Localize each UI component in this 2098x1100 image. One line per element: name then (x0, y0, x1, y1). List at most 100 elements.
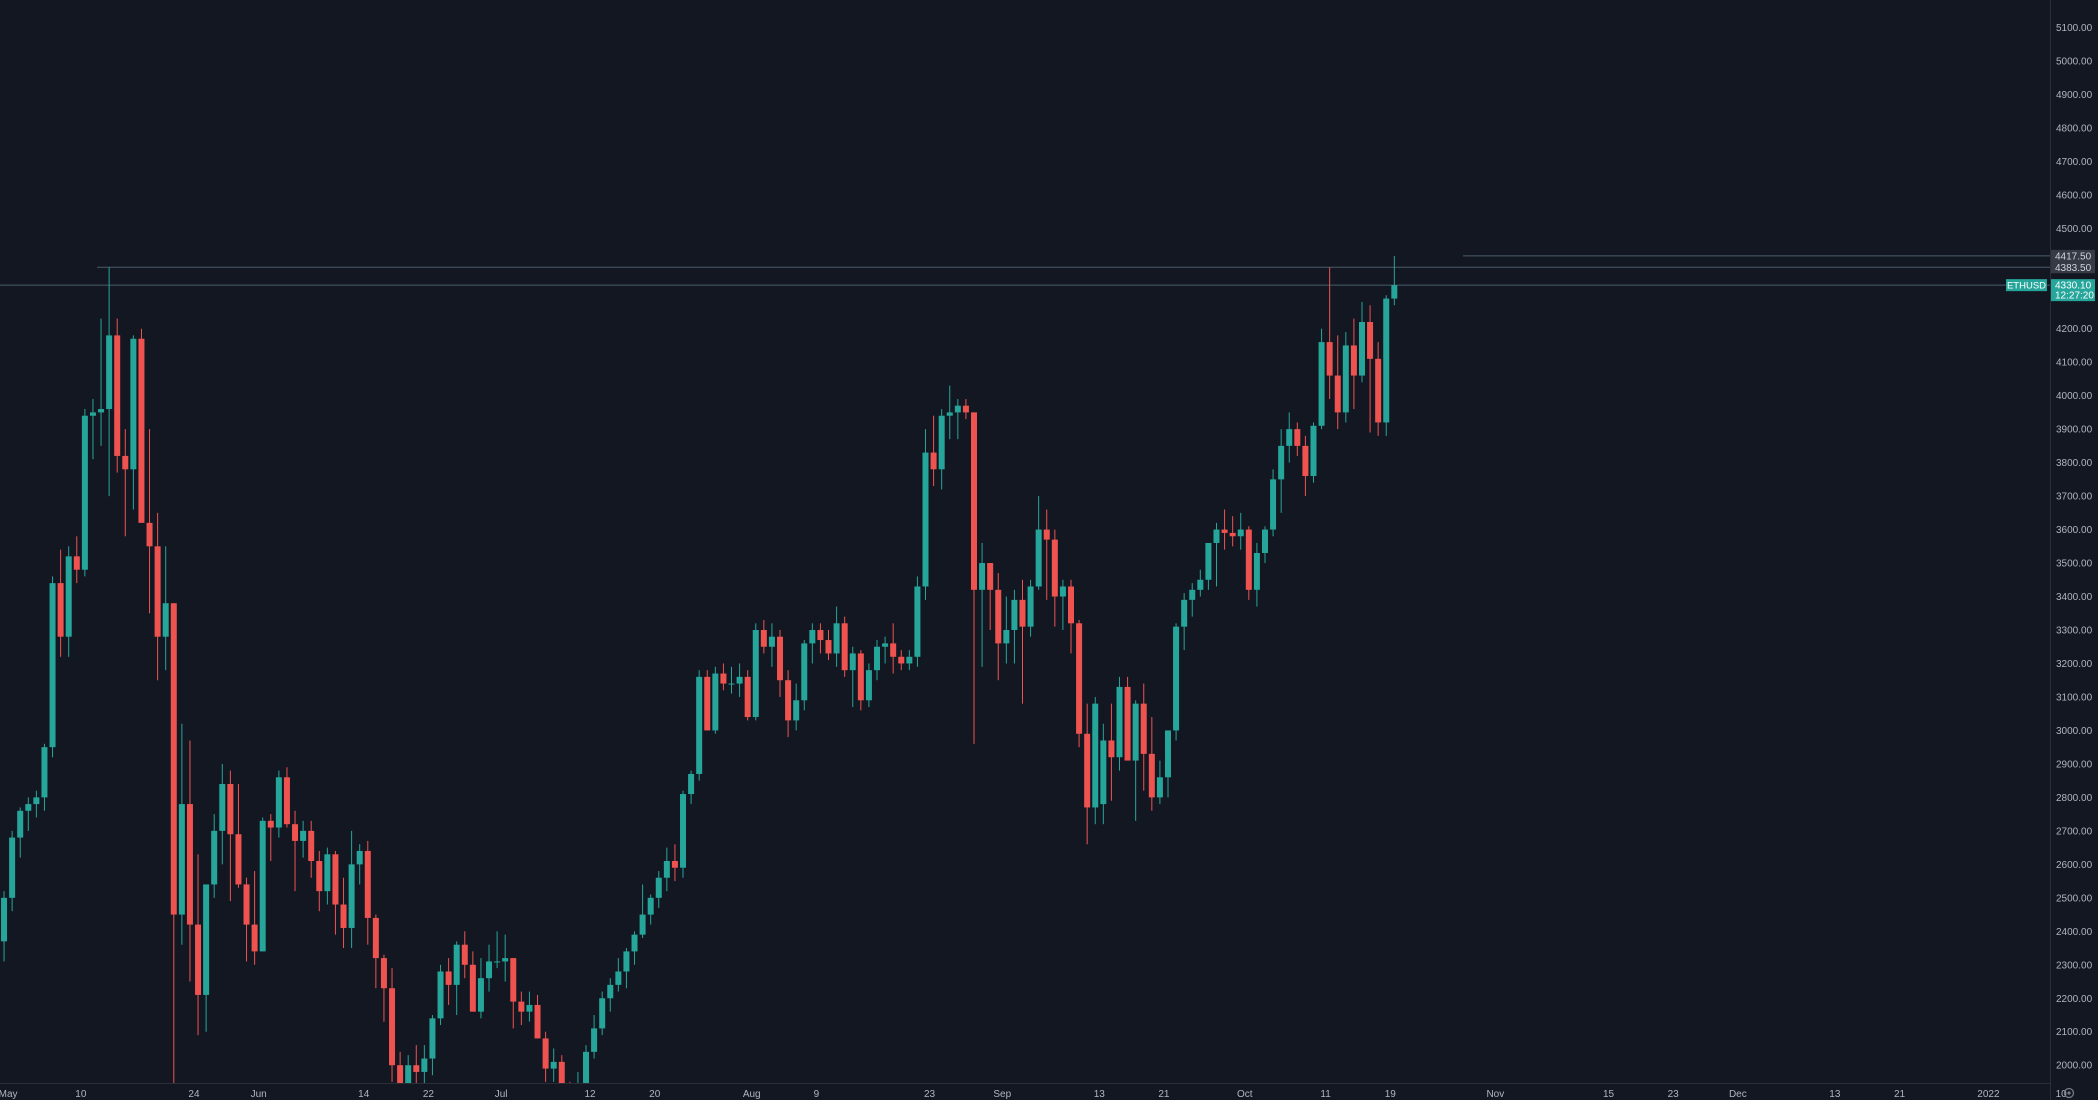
candle[interactable] (841, 616, 848, 677)
candle[interactable] (728, 666, 735, 694)
candle[interactable] (251, 871, 258, 965)
candle[interactable] (1043, 509, 1050, 600)
candle[interactable] (1076, 619, 1083, 748)
candle[interactable] (57, 549, 64, 657)
candle[interactable] (696, 670, 703, 781)
candle[interactable] (243, 877, 250, 962)
candle[interactable] (599, 991, 606, 1036)
candle[interactable] (292, 810, 299, 892)
candle[interactable] (1189, 583, 1196, 617)
candle[interactable] (712, 666, 719, 734)
candle[interactable] (825, 630, 832, 661)
candle[interactable] (833, 606, 840, 667)
candle[interactable] (219, 763, 226, 865)
candle[interactable] (1108, 703, 1115, 801)
candle[interactable] (558, 1055, 565, 1100)
candle[interactable] (736, 663, 743, 697)
candle[interactable] (372, 914, 379, 989)
candle[interactable] (550, 1048, 557, 1082)
candle[interactable] (437, 964, 444, 1026)
candle[interactable] (995, 573, 1002, 681)
candle[interactable] (704, 670, 711, 731)
candle[interactable] (898, 650, 905, 671)
candle[interactable] (389, 968, 396, 1082)
candle[interactable] (1059, 579, 1066, 630)
candle[interactable] (882, 636, 889, 664)
candle[interactable] (1205, 542, 1212, 590)
candle[interactable] (1391, 255, 1398, 306)
candle[interactable] (275, 770, 282, 838)
candle[interactable] (154, 512, 161, 681)
candle[interactable] (1156, 760, 1163, 805)
candle[interactable] (865, 663, 872, 707)
candle[interactable] (65, 546, 72, 657)
candle[interactable] (1334, 335, 1341, 430)
candle[interactable] (534, 994, 541, 1039)
candle[interactable] (1092, 696, 1099, 825)
candle[interactable] (106, 267, 113, 497)
price-axis[interactable]: 2000.00 2100.00 2200.00 2300.00 2400.00 2500.… (2050, 0, 2093, 1100)
candle[interactable] (340, 877, 347, 949)
candle[interactable] (453, 941, 460, 1015)
candle[interactable] (203, 884, 210, 1032)
candle[interactable] (316, 850, 323, 912)
candle[interactable] (1221, 509, 1228, 550)
candle[interactable] (235, 784, 242, 888)
candle[interactable] (211, 814, 218, 898)
candle[interactable] (170, 603, 177, 1100)
candle[interactable] (1286, 412, 1293, 463)
candle[interactable] (195, 854, 202, 1036)
candle[interactable] (98, 318, 105, 446)
candle[interactable] (793, 683, 800, 731)
candle[interactable] (122, 429, 129, 537)
candle[interactable] (1100, 723, 1107, 825)
candle[interactable] (283, 767, 290, 828)
candle[interactable] (259, 817, 266, 952)
candle[interactable] (17, 807, 24, 858)
candle[interactable] (502, 934, 509, 982)
candle[interactable] (332, 850, 339, 935)
candle[interactable] (1116, 676, 1123, 771)
candle[interactable] (477, 958, 484, 1019)
candle[interactable] (526, 991, 533, 1022)
candle[interactable] (922, 429, 929, 600)
candle[interactable] (930, 415, 937, 487)
candle[interactable] (979, 542, 986, 667)
candle[interactable] (49, 576, 56, 758)
candle[interactable] (542, 1031, 549, 1082)
candle[interactable] (591, 1015, 598, 1059)
candle[interactable] (348, 830, 355, 949)
candle[interactable] (1124, 676, 1131, 761)
candle[interactable] (1326, 267, 1333, 399)
candle[interactable] (1164, 730, 1171, 798)
candle[interactable] (639, 884, 646, 938)
candle[interactable] (1140, 683, 1147, 791)
candle[interactable] (777, 630, 784, 697)
candle[interactable] (461, 931, 468, 979)
candle[interactable] (1173, 623, 1180, 741)
candle[interactable] (1213, 522, 1220, 587)
candle[interactable] (1067, 579, 1074, 654)
time-axis[interactable]: May 10 24 Jun 14 22 Jul 12 20 Aug 9 23 Sep 13 21 Oct 11 1… (0, 1083, 2067, 1100)
candle[interactable] (421, 1045, 428, 1100)
candle[interactable] (510, 958, 517, 1029)
candle[interactable] (1350, 318, 1357, 410)
candle[interactable] (809, 623, 816, 664)
candle[interactable] (890, 623, 897, 674)
candle[interactable] (1051, 529, 1058, 627)
candle[interactable] (429, 1015, 436, 1076)
candle[interactable] (486, 944, 493, 992)
candle[interactable] (801, 640, 808, 711)
candle[interactable] (688, 770, 695, 805)
candle[interactable] (938, 409, 945, 490)
candle[interactable] (308, 820, 315, 878)
candle[interactable] (655, 871, 662, 908)
candle[interactable] (874, 640, 881, 681)
candle[interactable] (33, 790, 40, 818)
candle[interactable] (1270, 469, 1277, 537)
candle[interactable] (494, 931, 501, 969)
candle[interactable] (631, 931, 638, 965)
candle[interactable] (575, 1071, 581, 1100)
candle[interactable] (364, 840, 371, 945)
candle[interactable] (663, 847, 670, 892)
